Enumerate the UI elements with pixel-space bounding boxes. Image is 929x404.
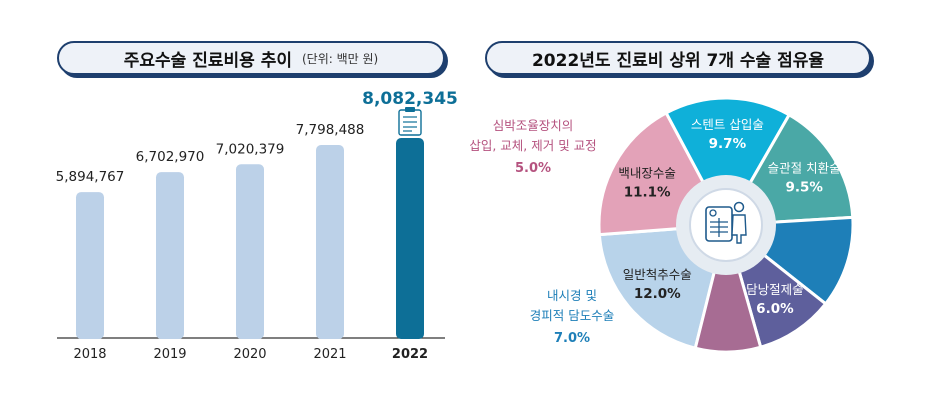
pie-slice-label-3: 슬관절 치환술 [768, 160, 841, 175]
pie-slice-label-0: 일반척추수술 [623, 267, 692, 282]
bar-2018 [76, 192, 104, 339]
bar-2022 [396, 138, 424, 339]
pie-slice-value-2: 9.7% [709, 136, 747, 152]
pie-outside-value-endoscopic: 7.0% [554, 331, 590, 346]
pie-slice-label-2: 스텐트 삽입술 [691, 117, 764, 132]
pie-slice-value-5: 6.0% [756, 301, 794, 317]
x-tick-label-2019: 2019 [153, 347, 186, 362]
pie-outside-label-endoscopic-line1: 내시경 및 [547, 288, 597, 303]
bar-value-label-2022: 8,082,345 [362, 89, 458, 109]
pie-center [676, 175, 776, 275]
pie-outside-value-pacemaker: 5.0% [515, 161, 551, 176]
pie-slice-value-1: 11.1% [624, 185, 671, 201]
pie-chart-title: 2022년도 진료비 상위 7개 수술 점유율 [531, 50, 825, 71]
pie-outside-label-endoscopic-line2: 경피적 담도수술 [530, 308, 614, 323]
pie-slice-value-3: 9.5% [785, 179, 823, 195]
x-tick-label-2021: 2021 [313, 347, 346, 362]
bar-value-label-2020: 7,020,379 [216, 141, 285, 157]
document-icon [398, 107, 422, 136]
x-tick-label-2018: 2018 [73, 347, 106, 362]
x-tick-label-2022: 2022 [392, 347, 428, 362]
bar-chart: 5,894,767 2018 6,702,970 2019 7,020,379 2020 7… [56, 89, 458, 362]
bar-value-label-2019: 6,702,970 [136, 149, 205, 165]
bar-chart-unit: (단위: 백만 원) [302, 51, 379, 66]
medical-bill-doctor-icon [705, 201, 747, 244]
pie-outside-label-pacemaker-line2: 삽입, 교체, 제거 및 교정 [470, 138, 597, 153]
bar-chart-title: 주요수술 진료비용 추이 [123, 50, 292, 71]
x-tick-label-2020: 2020 [233, 347, 266, 362]
bar-2021 [316, 145, 344, 339]
bar-value-label-2018: 5,894,767 [56, 169, 125, 185]
bar-chart-title-pill: 주요수술 진료비용 추이 (단위: 백만 원) [57, 41, 445, 75]
pie-slice-6 [693, 219, 763, 354]
pie-slice-2 [664, 96, 792, 229]
pie-slice-label-1: 백내장수술 [618, 166, 676, 181]
pie-slice-label-5: 담낭절제술 [746, 282, 804, 297]
pie-slice-value-0: 12.0% [634, 286, 681, 302]
bar-value-label-2021: 7,798,488 [296, 122, 365, 138]
bar-2020 [236, 164, 264, 339]
pie-chart-title-pill: 2022년도 진료비 상위 7개 수술 점유율 [485, 41, 871, 75]
pie-outside-label-pacemaker-line1: 심박조율장치의 [493, 118, 574, 133]
pie-chart: 일반척추수술 12.0% 백내장수술 11.1% 스텐트 삽입술 9.7% 슬관절 치환술 9… [470, 96, 855, 354]
bar-2019 [156, 172, 184, 339]
